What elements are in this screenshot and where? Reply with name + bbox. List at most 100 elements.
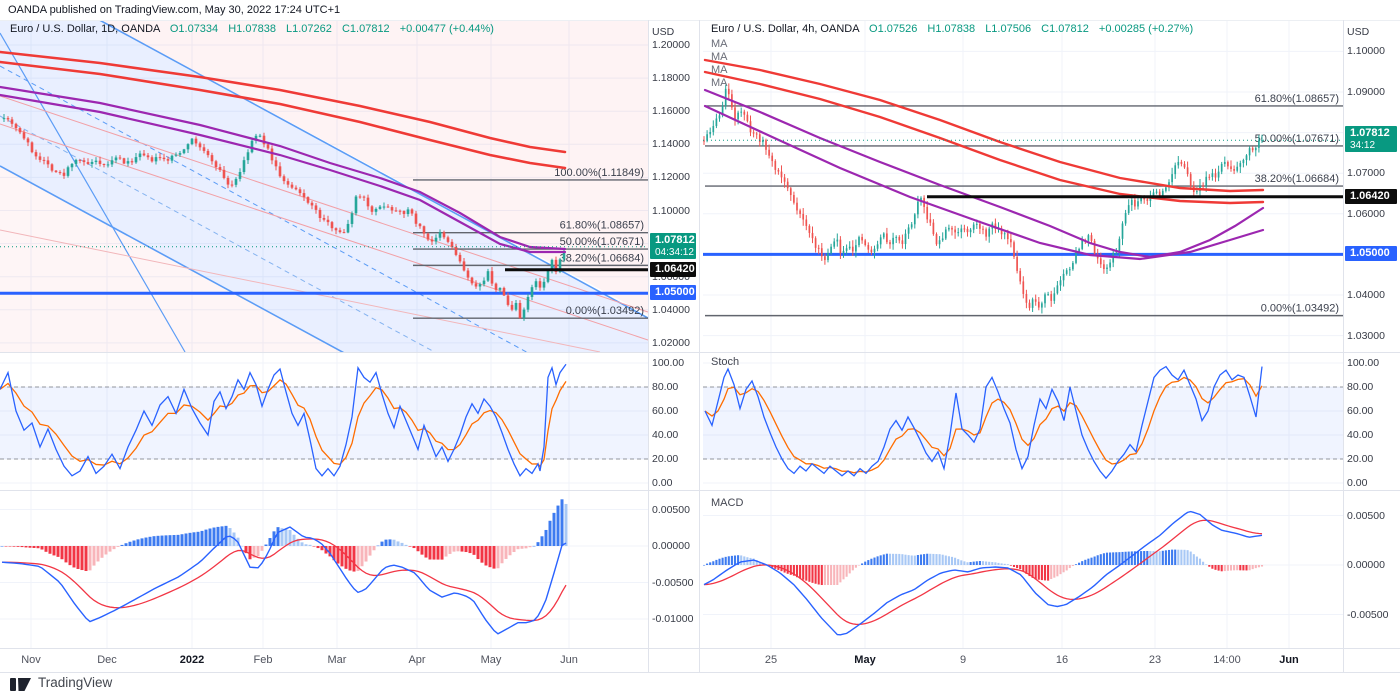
- stoch-right-svg[interactable]: [703, 353, 1343, 490]
- right-symbol-title: Euro / U.S. Dollar, 4h, OANDA: [711, 23, 859, 35]
- stoch-axis-label: 20.00: [1347, 453, 1374, 465]
- channel-line: [0, 165, 346, 353]
- ma-legend-4[interactable]: MA: [711, 77, 728, 89]
- time-axis-label: Dec: [97, 654, 117, 666]
- macd-histogram: [703, 549, 1264, 586]
- ma-legend-1[interactable]: MA: [711, 38, 728, 50]
- moving-average-line: [703, 58, 1265, 193]
- price-axis-label: 1.10000: [1347, 45, 1385, 58]
- main-stoch-divider[interactable]: [0, 352, 1400, 353]
- macd-histogram: [0, 499, 568, 572]
- macd-signal-line: [1, 538, 567, 622]
- right-axis-divider: [1343, 20, 1344, 672]
- macd-right-svg[interactable]: [703, 491, 1343, 648]
- fib-label: 0.00%(1.03492): [1261, 303, 1339, 315]
- macd-axis-label: 0.00500: [652, 503, 690, 516]
- stoch-d-line: [704, 376, 1263, 474]
- fib-label: 100.00%(1.11849): [554, 167, 644, 179]
- time-axis-label: 14:00: [1213, 654, 1241, 666]
- left-countdown: 04:34:12: [655, 246, 694, 258]
- macd-main-line: [1, 526, 567, 635]
- right-main-svg[interactable]: 61.80%(1.08657) 50.00%(1.07671) 38.20%(1.0…: [703, 20, 1343, 353]
- stoch-axis-label: 100.00: [652, 357, 685, 369]
- time-axis[interactable]: [0, 649, 1400, 672]
- header-divider: [0, 20, 1400, 21]
- left-axis-divider: [648, 20, 649, 672]
- time-axis-label: Nov: [21, 654, 41, 666]
- tradingview-logo-text: TradingView: [38, 675, 113, 690]
- right-high-value: H1.07838: [927, 23, 976, 35]
- left-axis-currency: USD: [652, 26, 675, 38]
- macd-axis-label: 0.00000: [652, 540, 690, 552]
- panel-divider[interactable]: [699, 20, 700, 672]
- price-axis-label: 1.04000: [652, 303, 690, 316]
- stoch-macd-divider[interactable]: [0, 490, 1400, 491]
- stoch-axis-label: 100.00: [1347, 357, 1380, 369]
- left-main-svg[interactable]: 100.00%(1.11849) 61.80%(1.08657) 50.00%(1.…: [0, 20, 648, 353]
- macd-axis-label: -0.00500: [1347, 608, 1389, 621]
- fib-label: 38.20%(1.06684): [1255, 173, 1339, 185]
- channel-line: [0, 123, 648, 341]
- time-axis-label: Apr: [408, 654, 426, 666]
- macd-left-svg[interactable]: [0, 491, 648, 648]
- stoch-axis-label: 80.00: [652, 381, 679, 393]
- price-axis-label: 1.06000: [1347, 207, 1385, 220]
- price-axis-label: 1.07000: [1347, 167, 1385, 180]
- price-axis-label: 1.18000: [652, 72, 690, 85]
- ma-legend-3[interactable]: MA: [711, 64, 728, 76]
- price-axis-label: 1.10000: [652, 204, 690, 217]
- channel-fill: [0, 20, 648, 353]
- macd-axis-label: 0.00500: [1347, 509, 1385, 522]
- tradingview-logo[interactable]: TradingView: [10, 673, 112, 692]
- time-axis-label: Jun: [560, 654, 578, 666]
- stoch-axis-label: 80.00: [1347, 381, 1374, 393]
- ma-legend-2[interactable]: MA: [711, 51, 728, 63]
- stoch-k-line: [704, 365, 1263, 480]
- stoch-left-svg[interactable]: [0, 353, 648, 490]
- left-blue-level: 1.05000: [655, 286, 695, 299]
- left-last-price-badge: 1.07812 04:34:12: [650, 232, 696, 259]
- moving-average-line: [0, 93, 567, 254]
- left-black-level: 1.06420: [655, 262, 695, 275]
- stoch-band: [703, 387, 1343, 459]
- time-axis-label: 25: [764, 654, 778, 666]
- price-axis-label: 1.04000: [1347, 289, 1385, 301]
- fib-label: 50.00%(1.07671): [560, 236, 644, 248]
- tradingview-logo-icon: [10, 678, 31, 691]
- left-symbol-title: Euro / U.S. Dollar, 1D, OANDA: [10, 23, 160, 35]
- right-low-value: L1.07506: [985, 23, 1032, 35]
- time-axis-label: 9: [959, 654, 967, 666]
- macd-signal-line: [703, 519, 1263, 626]
- stoch-axis-label: 0.00: [1347, 477, 1368, 489]
- left-blue-level-badge: 1.05000: [650, 285, 696, 301]
- moving-average-line: [0, 60, 567, 170]
- moving-average-line: [0, 85, 567, 251]
- macd-main-line: [703, 510, 1263, 636]
- stoch-axis-label: 60.00: [1347, 405, 1374, 417]
- price-axis-label: 1.14000: [652, 138, 690, 151]
- right-chart-legend[interactable]: Euro / U.S. Dollar, 4h, OANDA O1.07526 H…: [711, 23, 1193, 35]
- time-axis-label: 23: [1148, 654, 1162, 666]
- timeaxis-bottom-divider: [0, 672, 1400, 673]
- left-open-value: O1.07334: [169, 23, 219, 35]
- moving-average-line: [703, 104, 1265, 261]
- candles-layer: [703, 83, 1263, 314]
- right-last-price: 1.07812: [1350, 127, 1390, 140]
- left-close-value: C1.07812: [341, 23, 390, 35]
- price-axis-label: 1.03000: [1347, 329, 1385, 342]
- channel-line: [0, 229, 601, 353]
- time-axis-label: May: [854, 654, 876, 666]
- stoch-axis-label: 40.00: [1347, 429, 1374, 441]
- price-axis-label: 1.02000: [652, 336, 690, 349]
- macd-label[interactable]: MACD: [711, 497, 744, 509]
- left-last-price: 1.07812: [655, 233, 695, 246]
- channel-line: [0, 32, 186, 353]
- fib-label: 61.80%(1.08657): [1255, 93, 1339, 105]
- stoch-label[interactable]: Stoch: [711, 356, 740, 368]
- right-blue-level-badge: 1.05000: [1345, 246, 1397, 262]
- right-black-level-badge: 1.06420: [1345, 188, 1397, 204]
- left-chart-legend[interactable]: Euro / U.S. Dollar, 1D, OANDA O1.07334 H…: [10, 23, 494, 35]
- stoch-axis-label: 20.00: [652, 453, 679, 465]
- left-low-value: L1.07262: [286, 23, 332, 35]
- moving-average-line: [0, 50, 567, 154]
